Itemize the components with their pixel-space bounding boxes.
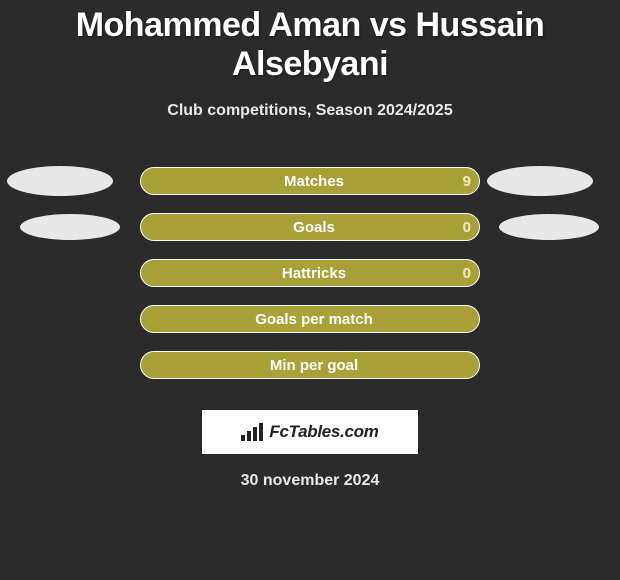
stat-row: Goals per match (0, 296, 620, 342)
stat-row: Hattricks0 (0, 250, 620, 296)
page-title: Mohammed Aman vs Hussain Alsebyani (0, 6, 620, 84)
stat-value-right: 9 (463, 168, 471, 196)
stat-label: Goals (145, 214, 483, 242)
stat-row: Min per goal (0, 342, 620, 388)
source-logo: FcTables.com (202, 410, 418, 454)
stat-label: Matches (145, 168, 483, 196)
left-ellipse (7, 166, 113, 196)
stat-bar: Goals0 (140, 213, 480, 241)
stat-bar: Min per goal (140, 351, 480, 379)
stat-label: Goals per match (145, 306, 483, 334)
logo-text: FcTables.com (269, 422, 378, 442)
stat-bar: Matches9 (140, 167, 480, 195)
bar-area: Hattricks0 (140, 259, 480, 287)
left-ellipse (20, 214, 120, 240)
stat-value-right: 0 (463, 214, 471, 242)
stat-rows: Matches9Goals0Hattricks0Goals per matchM… (0, 158, 620, 388)
subtitle: Club competitions, Season 2024/2025 (0, 102, 620, 120)
bar-area: Goals per match (140, 305, 480, 333)
right-ellipse (487, 166, 593, 196)
stat-row: Goals0 (0, 204, 620, 250)
right-ellipse (499, 214, 599, 240)
stat-value-right: 0 (463, 260, 471, 288)
bar-area: Matches9 (140, 167, 480, 195)
comparison-chart: Mohammed Aman vs Hussain Alsebyani Club … (0, 0, 620, 490)
stat-bar: Goals per match (140, 305, 480, 333)
date-label: 30 november 2024 (0, 472, 620, 490)
logo-inner: FcTables.com (241, 422, 378, 442)
chart-bars-icon (241, 423, 267, 441)
stat-row: Matches9 (0, 158, 620, 204)
bar-area: Min per goal (140, 351, 480, 379)
stat-label: Min per goal (145, 352, 483, 380)
bar-area: Goals0 (140, 213, 480, 241)
stat-label: Hattricks (145, 260, 483, 288)
stat-bar: Hattricks0 (140, 259, 480, 287)
